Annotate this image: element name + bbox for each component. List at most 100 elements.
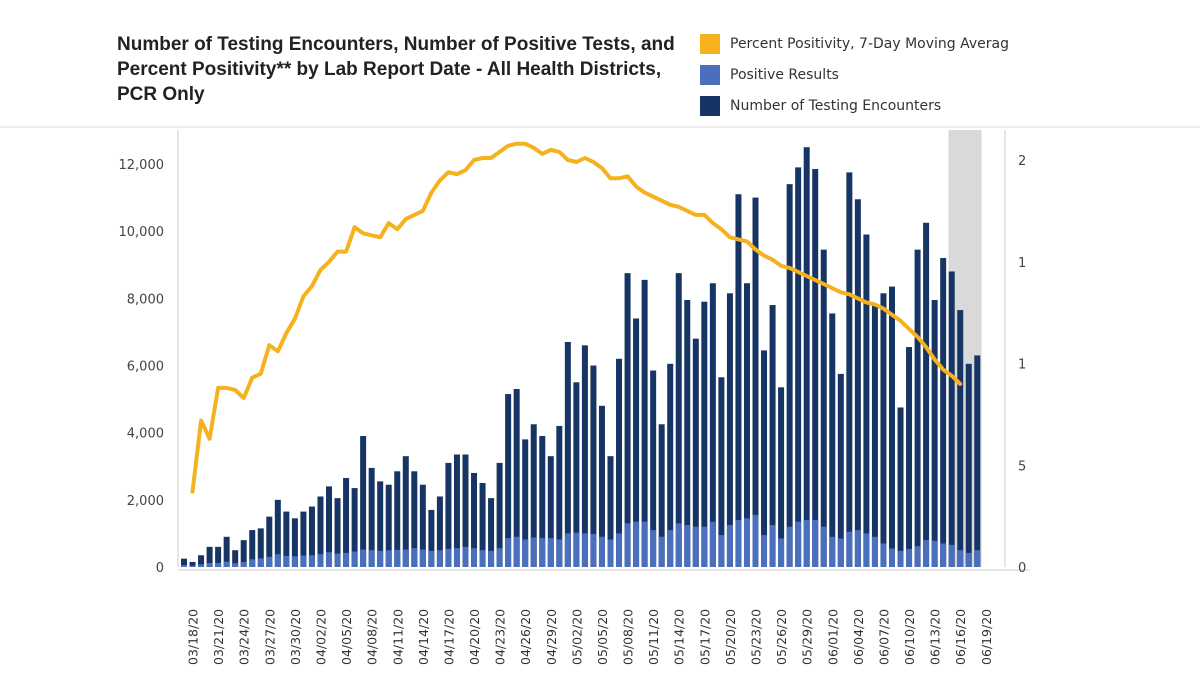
x-tick-label: 05/26/20	[774, 609, 789, 665]
bar-positive-results	[385, 550, 392, 567]
bar-positive-results	[377, 550, 384, 567]
bar-testing-encounters	[616, 358, 623, 567]
bar-testing-encounters	[479, 483, 486, 567]
bar-testing-encounters	[300, 511, 307, 567]
legend-swatch-positivity	[700, 33, 720, 54]
legend-label-positive-results: Positive Results	[730, 66, 839, 83]
bar-positive-results	[701, 526, 708, 567]
bar-testing-encounters	[692, 338, 699, 567]
bar-testing-encounters	[897, 407, 904, 567]
x-tick-label: 05/05/20	[595, 609, 610, 665]
bar-testing-encounters	[564, 341, 571, 567]
legend: Percent Positivity, 7-Day Moving Averag …	[700, 28, 1009, 121]
right-y-tick-label: 1	[1018, 256, 1026, 271]
bar-testing-encounters	[547, 456, 554, 567]
bar-testing-encounters	[650, 370, 657, 567]
left-y-tick-label: 2,000	[127, 494, 164, 509]
bar-positive-results	[539, 538, 546, 567]
bar-testing-encounters	[940, 258, 947, 567]
bar-positive-results	[445, 548, 452, 567]
x-tick-label: 04/29/20	[544, 609, 559, 665]
bar-positive-results	[718, 535, 725, 567]
bar-testing-encounters	[624, 273, 631, 567]
bar-testing-encounters	[530, 424, 537, 567]
bar-testing-encounters	[743, 283, 750, 567]
bar-testing-encounters	[923, 222, 930, 568]
bar-testing-encounters	[308, 506, 315, 567]
bar-testing-encounters	[769, 305, 776, 567]
bar-positive-results	[564, 533, 571, 567]
bar-positive-results	[453, 548, 460, 567]
bar-positive-results	[897, 550, 904, 567]
bar-testing-encounters	[198, 555, 205, 567]
bar-testing-encounters	[786, 184, 793, 567]
legend-label-encounters: Number of Testing Encounters	[730, 97, 942, 114]
bar-testing-encounters	[462, 454, 469, 567]
x-tick-label: 06/13/20	[928, 609, 943, 665]
bar-positive-results	[803, 519, 810, 567]
bar-testing-encounters	[351, 488, 358, 567]
bar-testing-encounters	[726, 293, 733, 567]
bar-testing-encounters	[581, 345, 588, 567]
bar-testing-encounters	[812, 169, 819, 567]
bar-testing-encounters	[675, 273, 682, 567]
bar-positive-results	[948, 544, 955, 567]
bar-positive-results	[812, 519, 819, 567]
bar-positive-results	[522, 539, 529, 567]
bar-positive-results	[726, 525, 733, 567]
bar-testing-encounters	[880, 293, 887, 567]
bar-positive-results	[505, 538, 512, 567]
left-y-tick-label: 4,000	[127, 427, 164, 442]
bar-testing-encounters	[607, 456, 614, 567]
bar-testing-encounters	[249, 530, 256, 567]
x-tick-label: 06/04/20	[851, 609, 866, 665]
bar-testing-encounters	[317, 496, 324, 567]
bar-positive-results	[274, 554, 281, 567]
bar-positive-results	[206, 562, 213, 567]
x-tick-label: 03/18/20	[186, 609, 201, 665]
bar-positive-results	[189, 565, 196, 567]
bar-testing-encounters	[453, 454, 460, 567]
bar-positive-results	[914, 546, 921, 567]
left-y-tick-label: 0	[156, 561, 164, 576]
bar-positive-results	[761, 535, 768, 567]
bar-positive-results	[650, 530, 657, 567]
bar-testing-encounters	[274, 499, 281, 567]
bar-testing-encounters	[181, 558, 187, 567]
left-y-tick-label: 8,000	[127, 292, 164, 307]
bar-testing-encounters	[343, 478, 350, 567]
bar-positive-results	[343, 552, 350, 567]
x-tick-label: 04/26/20	[518, 609, 533, 665]
bar-positive-results	[300, 555, 307, 567]
bar-positive-results	[641, 521, 648, 567]
x-tick-label: 06/10/20	[902, 609, 917, 665]
bar-testing-encounters	[598, 405, 605, 567]
bar-testing-encounters	[974, 355, 981, 567]
bar-testing-encounters	[795, 167, 802, 567]
bar-positive-results	[462, 546, 469, 567]
bar-testing-encounters	[471, 472, 478, 567]
bar-testing-encounters	[360, 436, 367, 567]
bar-testing-encounters	[513, 389, 520, 567]
bar-testing-encounters	[206, 546, 213, 567]
bar-positive-results	[471, 548, 478, 567]
bar-positive-results	[769, 525, 776, 567]
bar-testing-encounters	[232, 550, 239, 567]
bar-positive-results	[556, 539, 563, 567]
bar-testing-encounters	[803, 147, 810, 568]
bar-testing-encounters	[189, 561, 196, 567]
bar-positive-results	[880, 543, 887, 567]
bar-positive-results	[513, 536, 520, 567]
legend-swatch-positive-results	[700, 64, 720, 85]
bar-positive-results	[957, 550, 964, 567]
x-tick-label: 04/23/20	[493, 609, 508, 665]
x-tick-label: 06/01/20	[825, 609, 840, 665]
bar-positive-results	[334, 553, 341, 567]
bar-positive-results	[181, 564, 187, 567]
bar-testing-encounters	[394, 471, 401, 567]
bar-positive-results	[616, 533, 623, 567]
bar-positive-results	[215, 562, 222, 567]
right-y-tick-label: 1	[1018, 358, 1026, 373]
bar-testing-encounters	[326, 486, 333, 567]
bar-testing-encounters	[505, 394, 512, 567]
